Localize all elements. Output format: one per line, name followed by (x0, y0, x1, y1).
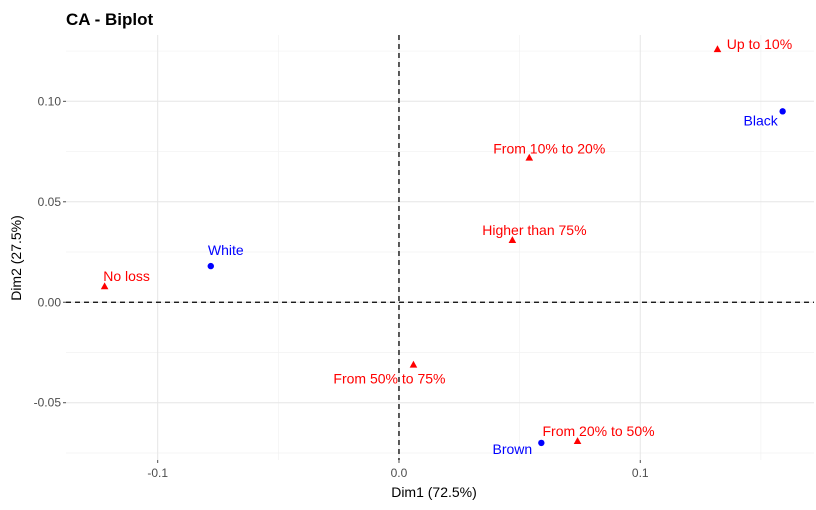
x-tick-label: -0.1 (147, 466, 168, 480)
x-tick-label: 0.0 (391, 466, 408, 480)
label-from-10-to-20: From 10% to 20% (493, 141, 605, 157)
y-tick-label: -0.05 (34, 396, 62, 410)
label-from-50-to-75: From 50% to 75% (333, 371, 445, 387)
point-labels: White Black Brown Up to 10% From 10% to 20% H… (103, 36, 792, 457)
label-brown: Brown (492, 441, 532, 457)
grid-layer (66, 35, 814, 460)
point-higher-than-75 (508, 236, 517, 244)
point-from-10-to-20 (525, 153, 534, 161)
x-axis-title: Dim1 (72.5%) (391, 484, 477, 500)
label-no-loss: No loss (103, 268, 150, 284)
label-white: White (208, 242, 244, 258)
y-tick-label: 0.05 (38, 195, 62, 209)
label-black: Black (744, 112, 779, 128)
y-tick-label: 0.10 (38, 94, 62, 108)
point-from-50-to-75 (409, 360, 418, 368)
label-higher-than-75: Higher than 75% (482, 222, 586, 238)
label-from-20-to-50: From 20% to 50% (543, 423, 655, 439)
point-white (207, 262, 214, 270)
tick-labels: -0.1 0.0 0.1 -0.05 0.00 0.05 0.10 (34, 94, 649, 480)
point-from-20-to-50 (573, 437, 582, 444)
point-up-to-10 (713, 45, 722, 53)
y-tick-label: 0.00 (38, 295, 62, 309)
x-tick-label: 0.1 (632, 466, 649, 480)
data-points (100, 45, 786, 447)
point-brown (538, 439, 545, 447)
label-up-to-10: Up to 10% (727, 36, 792, 52)
y-axis-title: Dim2 (27.5%) (8, 215, 24, 301)
point-black (779, 108, 786, 115)
reference-lines (66, 35, 814, 460)
point-no-loss (100, 282, 109, 290)
chart-title: CA - Biplot (66, 10, 154, 29)
